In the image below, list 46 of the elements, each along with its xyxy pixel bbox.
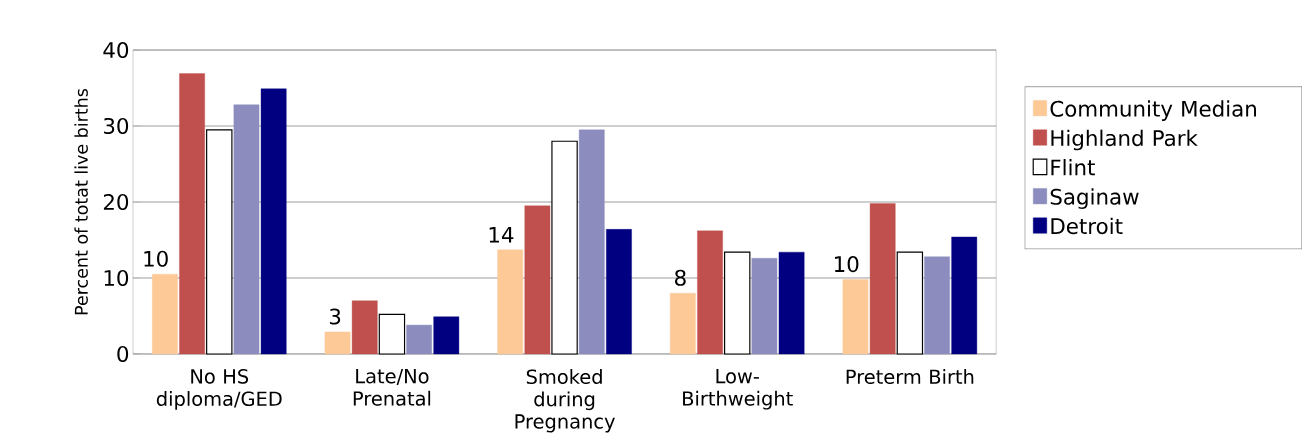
bar	[260, 88, 287, 355]
data-label: 8	[675, 269, 686, 287]
bar	[152, 274, 178, 355]
y-axis-title: Percent of totat live births	[74, 89, 88, 315]
bar	[606, 229, 632, 355]
bar	[951, 236, 978, 355]
bar	[842, 279, 869, 355]
data-label: 14	[489, 227, 514, 243]
bar	[406, 325, 432, 355]
data-label: 3	[329, 308, 341, 325]
legend-label: Saginaw	[1050, 188, 1139, 210]
x-tick-label: Smoked during Pregnancy	[515, 369, 615, 433]
x-tick-label: Low-Birthweight	[683, 369, 793, 410]
bar	[324, 331, 351, 355]
bar	[233, 104, 260, 355]
legend-label: Highland Park	[1051, 129, 1198, 151]
y-tick-label: 10	[104, 270, 129, 287]
y-tick-label: 0	[117, 346, 129, 363]
bar	[869, 203, 896, 355]
x-tick-label: Late/No Prenatal	[353, 369, 431, 406]
bar	[697, 230, 723, 355]
bar	[351, 300, 378, 355]
legend-label: Detroit	[1051, 217, 1123, 235]
bar	[670, 293, 696, 355]
legend-label: Community Median	[1050, 100, 1256, 122]
bar	[378, 314, 406, 355]
bar	[179, 73, 205, 355]
bar	[724, 251, 751, 355]
bar	[433, 316, 460, 355]
data-label: 10	[834, 256, 859, 273]
bar	[497, 249, 524, 355]
bar	[751, 258, 778, 355]
x-tick-label: Preterm Birth	[846, 369, 974, 385]
y-tick-label: 30	[103, 118, 129, 135]
bar	[896, 251, 924, 355]
bar	[924, 256, 950, 355]
bar	[524, 205, 551, 355]
bar	[778, 252, 805, 355]
legend-label: Flint	[1051, 159, 1095, 176]
bar	[206, 129, 233, 355]
bar	[578, 129, 605, 355]
y-tick-label: 40	[103, 42, 129, 59]
y-tick-label: 20	[103, 194, 129, 211]
x-tick-label: No HS diploma/GED	[156, 369, 282, 410]
data-label: 10	[144, 250, 168, 268]
bar	[551, 140, 578, 355]
